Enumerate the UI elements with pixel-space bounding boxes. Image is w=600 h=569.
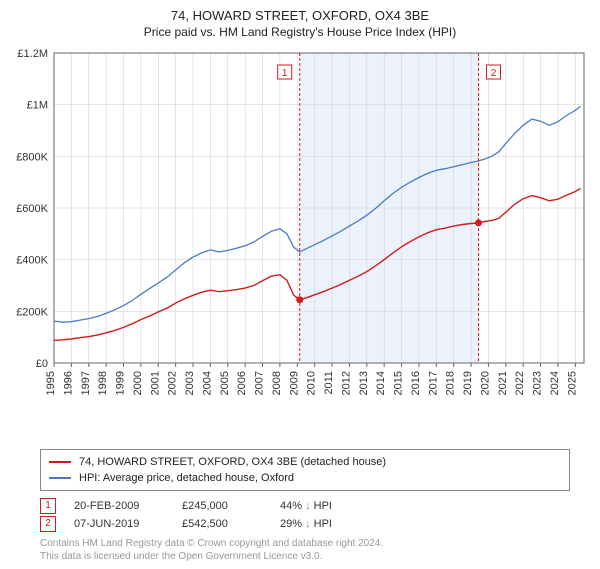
svg-text:2022: 2022 — [514, 371, 526, 395]
legend-swatch — [49, 461, 71, 463]
svg-text:2008: 2008 — [271, 371, 283, 395]
sale-date: 07-JUN-2019 — [74, 515, 164, 533]
svg-text:2023: 2023 — [532, 371, 544, 395]
svg-text:£1.2M: £1.2M — [17, 48, 48, 60]
legend-row-property: 74, HOWARD STREET, OXFORD, OX4 3BE (deta… — [49, 454, 561, 470]
svg-text:2005: 2005 — [219, 371, 231, 395]
svg-text:£1M: £1M — [27, 100, 48, 112]
svg-text:2016: 2016 — [410, 371, 422, 395]
sales-row: 2 07-JUN-2019 £542,500 29% ↓ HPI — [40, 515, 570, 533]
svg-text:2000: 2000 — [132, 371, 144, 395]
svg-text:2011: 2011 — [323, 371, 335, 395]
svg-text:2010: 2010 — [306, 371, 318, 395]
svg-text:1: 1 — [282, 68, 288, 79]
svg-text:2002: 2002 — [167, 371, 179, 395]
sales-row: 1 20-FEB-2009 £245,000 44% ↓ HPI — [40, 497, 570, 515]
arrow-down-icon: ↓ — [305, 518, 311, 530]
chart-svg: £0 £200K £400K £600K £800K £1M £1.2M 1995 1996 19… — [0, 43, 600, 443]
chart-area: £0 £200K £400K £600K £800K £1M £1.2M 1995 1996 19… — [0, 43, 600, 443]
legend-row-hpi: HPI: Average price, detached house, Oxfo… — [49, 470, 561, 486]
svg-text:2013: 2013 — [358, 371, 370, 395]
sale-pct: 29% ↓ HPI — [280, 515, 340, 533]
svg-text:2019: 2019 — [462, 371, 474, 395]
svg-text:£400K: £400K — [16, 255, 48, 267]
title-sub: Price paid vs. HM Land Registry's House … — [0, 25, 600, 39]
svg-text:1995: 1995 — [45, 371, 57, 395]
svg-text:2009: 2009 — [288, 371, 300, 395]
legend: 74, HOWARD STREET, OXFORD, OX4 3BE (deta… — [40, 449, 570, 491]
svg-text:£800K: £800K — [16, 151, 48, 163]
svg-text:2017: 2017 — [427, 371, 439, 395]
svg-text:2003: 2003 — [184, 371, 196, 395]
legend-label: 74, HOWARD STREET, OXFORD, OX4 3BE (deta… — [79, 454, 386, 470]
svg-text:2004: 2004 — [201, 371, 213, 395]
legend-label: HPI: Average price, detached house, Oxfo… — [79, 470, 294, 486]
svg-text:£600K: £600K — [16, 203, 48, 215]
svg-text:1998: 1998 — [97, 371, 109, 395]
svg-text:2012: 2012 — [340, 371, 352, 395]
sales-table: 1 20-FEB-2009 £245,000 44% ↓ HPI 2 07-JU… — [40, 497, 570, 533]
svg-text:2018: 2018 — [445, 371, 457, 395]
legend-swatch — [49, 477, 71, 479]
svg-text:2025: 2025 — [566, 371, 578, 395]
chart-container: 74, HOWARD STREET, OXFORD, OX4 3BE Price… — [0, 0, 600, 563]
footer-line: This data is licensed under the Open Gov… — [40, 550, 570, 563]
svg-text:1997: 1997 — [80, 371, 92, 395]
svg-text:2: 2 — [491, 68, 497, 79]
sale-price: £542,500 — [182, 515, 262, 533]
svg-text:1996: 1996 — [62, 371, 74, 395]
svg-text:2014: 2014 — [375, 371, 387, 395]
svg-text:2006: 2006 — [236, 371, 248, 395]
svg-text:2021: 2021 — [497, 371, 509, 395]
title-block: 74, HOWARD STREET, OXFORD, OX4 3BE Price… — [0, 0, 600, 43]
sale-date: 20-FEB-2009 — [74, 497, 164, 515]
footer: Contains HM Land Registry data © Crown c… — [40, 537, 570, 563]
svg-text:£200K: £200K — [16, 306, 48, 318]
svg-text:£0: £0 — [36, 358, 48, 370]
svg-text:2001: 2001 — [149, 371, 161, 395]
sale-pct: 44% ↓ HPI — [280, 497, 340, 515]
svg-text:2007: 2007 — [254, 371, 266, 395]
footer-line: Contains HM Land Registry data © Crown c… — [40, 537, 570, 550]
sale-price: £245,000 — [182, 497, 262, 515]
sale-marker-2: 2 — [40, 516, 56, 532]
svg-text:2024: 2024 — [549, 371, 561, 395]
svg-text:2015: 2015 — [393, 371, 405, 395]
svg-text:1999: 1999 — [115, 371, 127, 395]
svg-text:2020: 2020 — [479, 371, 491, 395]
sale-marker-1: 1 — [40, 498, 56, 514]
title-main: 74, HOWARD STREET, OXFORD, OX4 3BE — [0, 8, 600, 23]
arrow-down-icon: ↓ — [305, 500, 311, 512]
